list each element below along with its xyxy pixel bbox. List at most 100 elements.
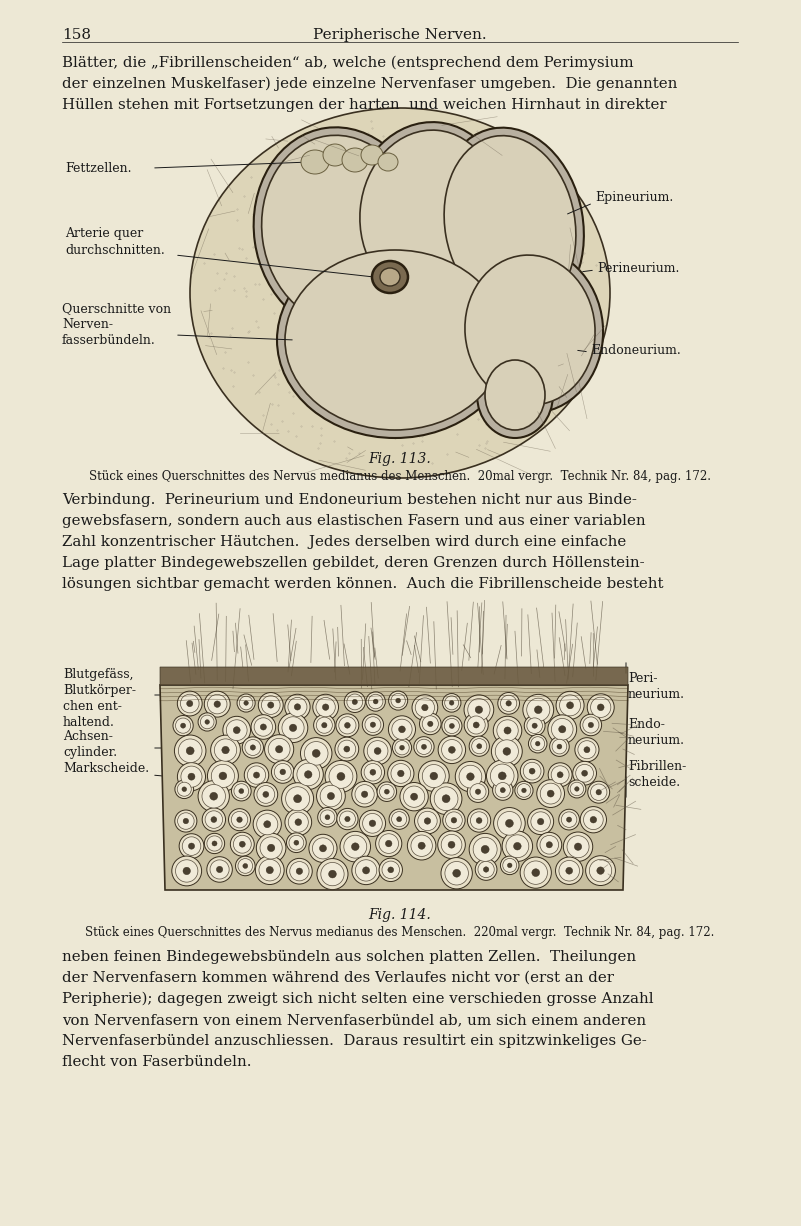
- Ellipse shape: [323, 704, 329, 710]
- Ellipse shape: [378, 153, 398, 170]
- Ellipse shape: [404, 786, 425, 807]
- Ellipse shape: [245, 739, 261, 755]
- Ellipse shape: [296, 868, 303, 874]
- Text: Hüllen stehen mit Fortsetzungen der harten  und weichen Hirnhaut in direkter: Hüllen stehen mit Fortsetzungen der hart…: [62, 98, 666, 112]
- Ellipse shape: [556, 691, 584, 720]
- Ellipse shape: [558, 726, 566, 733]
- Ellipse shape: [263, 792, 269, 797]
- Ellipse shape: [574, 843, 582, 851]
- Ellipse shape: [521, 788, 526, 793]
- Ellipse shape: [384, 790, 389, 794]
- Ellipse shape: [578, 741, 596, 759]
- Text: gewebsfasern, sondern auch aus elastischen Fasern und aus einer variablen: gewebsfasern, sondern auch aus elastisch…: [62, 514, 646, 528]
- Ellipse shape: [352, 699, 357, 705]
- Ellipse shape: [438, 736, 465, 764]
- Ellipse shape: [590, 783, 607, 801]
- Ellipse shape: [171, 856, 202, 886]
- Ellipse shape: [566, 701, 574, 709]
- Text: Fig. 113.: Fig. 113.: [368, 452, 432, 466]
- Ellipse shape: [513, 842, 521, 850]
- Ellipse shape: [388, 691, 408, 710]
- Ellipse shape: [477, 352, 553, 438]
- Ellipse shape: [535, 742, 540, 745]
- Ellipse shape: [468, 809, 491, 832]
- FancyBboxPatch shape: [160, 667, 628, 685]
- Ellipse shape: [436, 128, 584, 322]
- Ellipse shape: [531, 737, 545, 750]
- Ellipse shape: [364, 764, 381, 781]
- Ellipse shape: [352, 842, 359, 851]
- Ellipse shape: [181, 766, 202, 787]
- Ellipse shape: [547, 790, 554, 797]
- Ellipse shape: [597, 867, 604, 874]
- Ellipse shape: [344, 747, 350, 752]
- Ellipse shape: [337, 772, 345, 781]
- Ellipse shape: [420, 714, 441, 734]
- Ellipse shape: [464, 695, 493, 725]
- Ellipse shape: [242, 737, 264, 758]
- Ellipse shape: [468, 699, 490, 721]
- Ellipse shape: [417, 739, 432, 754]
- Ellipse shape: [470, 812, 488, 829]
- Ellipse shape: [175, 810, 197, 832]
- Text: lösungen sichtbar gemacht werden können.  Auch die Fibrillenscheide besteht: lösungen sichtbar gemacht werden können.…: [62, 577, 663, 591]
- Ellipse shape: [473, 722, 479, 728]
- Ellipse shape: [583, 717, 599, 733]
- Ellipse shape: [317, 858, 348, 890]
- Ellipse shape: [329, 765, 353, 788]
- Ellipse shape: [256, 856, 284, 884]
- Ellipse shape: [254, 782, 278, 807]
- Ellipse shape: [253, 810, 281, 839]
- Ellipse shape: [418, 760, 449, 792]
- Ellipse shape: [239, 788, 244, 793]
- Ellipse shape: [497, 812, 521, 835]
- Ellipse shape: [175, 780, 194, 798]
- Ellipse shape: [475, 706, 483, 714]
- Ellipse shape: [380, 785, 394, 799]
- Ellipse shape: [434, 787, 458, 810]
- Ellipse shape: [588, 781, 610, 803]
- Ellipse shape: [467, 781, 489, 802]
- Ellipse shape: [517, 783, 531, 797]
- Ellipse shape: [261, 695, 280, 715]
- Ellipse shape: [202, 785, 225, 808]
- Text: Perineurium.: Perineurium.: [597, 261, 679, 275]
- Ellipse shape: [477, 744, 481, 749]
- Ellipse shape: [540, 835, 558, 855]
- Ellipse shape: [178, 813, 194, 829]
- Ellipse shape: [288, 698, 307, 716]
- Ellipse shape: [524, 715, 545, 736]
- Ellipse shape: [493, 780, 513, 801]
- Ellipse shape: [253, 772, 260, 779]
- Ellipse shape: [483, 867, 489, 872]
- Ellipse shape: [344, 722, 350, 728]
- Ellipse shape: [175, 736, 206, 766]
- Ellipse shape: [397, 770, 404, 777]
- Ellipse shape: [344, 691, 365, 712]
- Text: Verbindung.  Perineurium und Endoneurium bestehen nicht nur aus Binde-: Verbindung. Perineurium und Endoneurium …: [62, 493, 637, 508]
- Ellipse shape: [521, 759, 544, 783]
- Ellipse shape: [464, 714, 489, 737]
- Ellipse shape: [211, 817, 217, 823]
- Ellipse shape: [560, 695, 581, 716]
- Ellipse shape: [368, 694, 383, 709]
- Ellipse shape: [374, 748, 381, 754]
- Ellipse shape: [304, 771, 312, 779]
- Ellipse shape: [259, 859, 280, 881]
- Ellipse shape: [549, 737, 570, 756]
- Ellipse shape: [478, 862, 494, 878]
- Ellipse shape: [340, 831, 371, 862]
- Ellipse shape: [493, 716, 521, 744]
- Ellipse shape: [212, 841, 217, 846]
- Ellipse shape: [352, 856, 380, 885]
- Ellipse shape: [385, 840, 392, 847]
- Ellipse shape: [297, 763, 320, 786]
- Ellipse shape: [187, 700, 193, 706]
- Ellipse shape: [237, 817, 242, 823]
- Ellipse shape: [441, 739, 462, 760]
- Ellipse shape: [505, 819, 513, 828]
- Ellipse shape: [207, 694, 227, 714]
- Ellipse shape: [590, 698, 611, 717]
- Ellipse shape: [361, 791, 368, 797]
- Ellipse shape: [294, 794, 302, 803]
